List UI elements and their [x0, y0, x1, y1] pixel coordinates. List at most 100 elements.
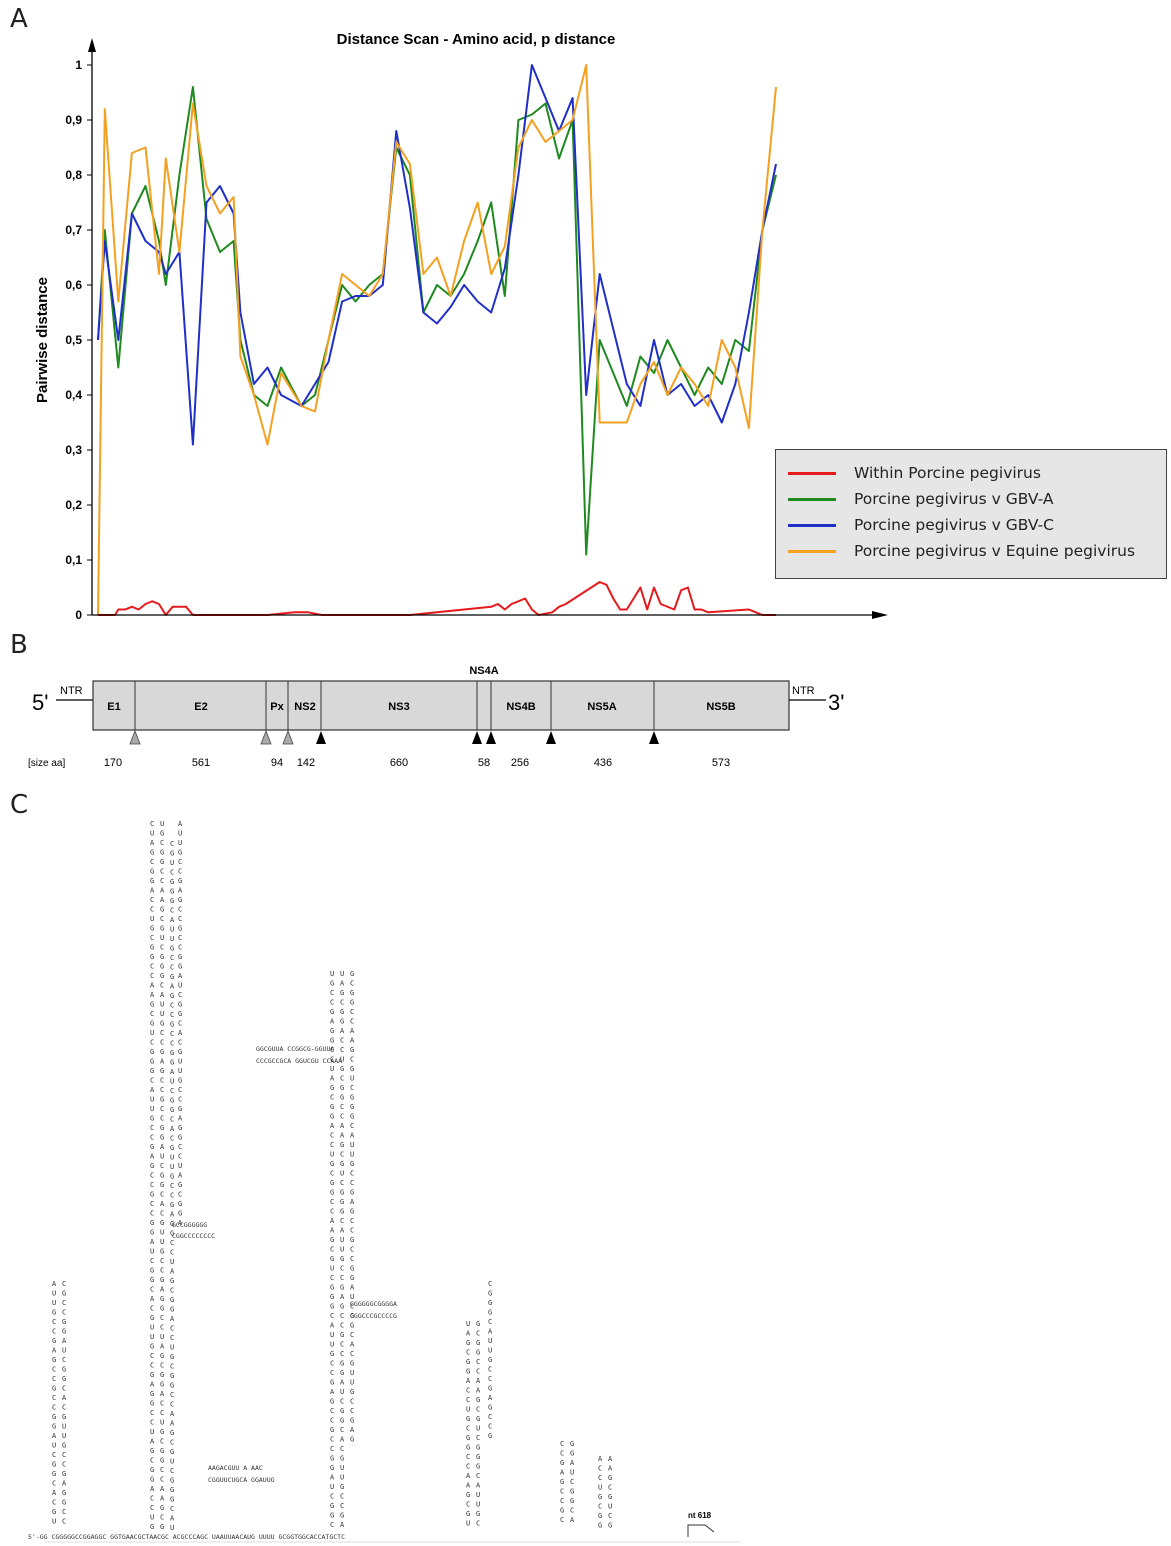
rna-stem-base: G — [488, 1385, 492, 1393]
rna-stem-base: C — [560, 1488, 564, 1496]
rna-bottom-sequence: 5'-GG CGGGGGCCGGAGGC GGTGAACGCTAACGC ACG… — [28, 1533, 345, 1541]
rna-stem-base: G — [350, 1322, 354, 1330]
rna-stem-base: G — [350, 1113, 354, 1121]
rna-stem-base: U — [340, 1388, 344, 1396]
rna-stem-base: G — [560, 1507, 564, 1515]
size-label: [size aa] — [28, 758, 65, 769]
rna-stem-base: A — [160, 1143, 165, 1151]
rna-stem-base: G — [52, 1385, 56, 1393]
rna-stem-base: C — [178, 1039, 182, 1047]
rna-stem-base: G — [150, 1476, 154, 1484]
rna-stem-base: G — [598, 1512, 602, 1520]
rna-stem-base: C — [466, 1387, 470, 1395]
rna-stem-base: C — [178, 1143, 182, 1151]
rna-stem-base: G — [62, 1366, 66, 1374]
rna-stem-base: C — [178, 1191, 182, 1199]
rna-stem-base: C — [560, 1516, 564, 1524]
rna-stem-base: G — [476, 1510, 480, 1518]
five-prime-label: 5' — [32, 690, 48, 715]
rna-stem-base: G — [340, 1065, 344, 1073]
rna-stem-base: G — [350, 999, 354, 1007]
ntr-left-label: NTR — [60, 685, 83, 697]
rna-stem-base: U — [150, 1029, 154, 1037]
rna-stem-base: G — [330, 1284, 334, 1292]
rna-stem-base: C — [160, 1362, 164, 1370]
series-line-2 — [97, 64, 777, 446]
rna-stem-base: U — [160, 1153, 164, 1161]
cleavage-site-viral — [472, 731, 482, 744]
rna-stem-base: A — [598, 1455, 603, 1463]
rna-stem-base: C — [150, 1257, 154, 1265]
rna-stem-base: G — [160, 1096, 164, 1104]
rna-stem-base: U — [608, 1503, 612, 1511]
rna-stem-base: C — [340, 1502, 344, 1510]
rna-stem-base: C — [330, 1436, 334, 1444]
rna-stem-base: U — [340, 1170, 344, 1178]
rna-stem-base: G — [62, 1442, 66, 1450]
rna-stem-base: G — [52, 1356, 56, 1364]
rna-stem-base: A — [178, 1172, 183, 1180]
rna-stem-base: C — [150, 1409, 154, 1417]
rna-stem-base: C — [170, 1505, 174, 1513]
rna-stem-base: U — [466, 1406, 470, 1414]
rna-stem-base: G — [170, 888, 174, 896]
rna-stem-base: G — [340, 1331, 344, 1339]
rna-stem-base: G — [150, 953, 154, 961]
rna-stem-base: U — [330, 1331, 334, 1339]
rna-stem-base: C — [350, 1246, 354, 1254]
rna-stem-base: U — [476, 1491, 480, 1499]
rna-stem-base: C — [350, 980, 354, 988]
rna-stem-base: G — [350, 1208, 354, 1216]
rna-stem-base: C — [62, 1280, 66, 1288]
rna-stem-base: A — [178, 887, 183, 895]
rna-stem-base: A — [330, 1474, 335, 1482]
panel-label-a: A — [10, 4, 28, 34]
region-ns2: NS2 — [294, 701, 315, 713]
rna-stem-base: U — [170, 859, 174, 867]
rna-stem-base: C — [340, 1274, 344, 1282]
rna-stem-base: G — [160, 906, 164, 914]
rna-stem-base: G — [160, 1352, 164, 1360]
rna-stem-base: C — [170, 1030, 174, 1038]
rna-stem-base: C — [608, 1512, 612, 1520]
rna-stem-base: C — [150, 1077, 154, 1085]
rna-stem-base: A — [160, 887, 165, 895]
rna-stem-base: C — [150, 972, 154, 980]
rna-stem-base: C — [330, 1312, 334, 1320]
rna-stem-base: U — [150, 830, 154, 838]
size-e2: 561 — [192, 757, 210, 769]
rna-stem-base: A — [150, 982, 155, 990]
rna-seq-f: CGGUUCUGCA GGAUUG — [208, 1476, 275, 1484]
rna-stem-base: G — [178, 849, 182, 857]
rna-stem-base: G — [160, 972, 164, 980]
legend-swatch — [788, 497, 836, 501]
rna-stem-base: A — [170, 1211, 175, 1219]
rna-stem-base: C — [150, 1362, 154, 1370]
rna-stem-base: U — [350, 1151, 354, 1159]
rna-stem-base: G — [160, 1124, 164, 1132]
rna-stem-base: G — [350, 1160, 354, 1168]
region-e2: E2 — [194, 701, 207, 713]
rna-stem-base: U — [52, 1442, 56, 1450]
rna-stem-base: G — [560, 1459, 564, 1467]
rna-stem-base: C — [52, 1499, 56, 1507]
rna-stem-base: G — [170, 878, 174, 886]
y-tick-label: 0,1 — [65, 553, 82, 567]
rna-stem-base: G — [170, 1486, 174, 1494]
rna-stem-base: G — [476, 1320, 480, 1328]
rna-stem-base: C — [160, 1400, 164, 1408]
rna-stem-base: C — [150, 1305, 154, 1313]
rna-stem-base: A — [476, 1377, 481, 1385]
rna-stem-base: C — [150, 1124, 154, 1132]
y-tick-label: 0,8 — [65, 168, 82, 182]
rna-stem-base: C — [560, 1450, 564, 1458]
rna-stem-base: A — [170, 1315, 175, 1323]
rna-stem-base: A — [570, 1459, 575, 1467]
legend-item: Porcine pegivirus v Equine pegivirus — [788, 538, 1166, 564]
rna-stem-base: G — [340, 1018, 344, 1026]
rna-stem-base: C — [170, 1325, 174, 1333]
rna-stem-base: G — [570, 1440, 574, 1448]
rna-stem-base: G — [160, 1048, 164, 1056]
rna-stem-base: C — [340, 1341, 344, 1349]
rna-stem-base: G — [350, 970, 354, 978]
